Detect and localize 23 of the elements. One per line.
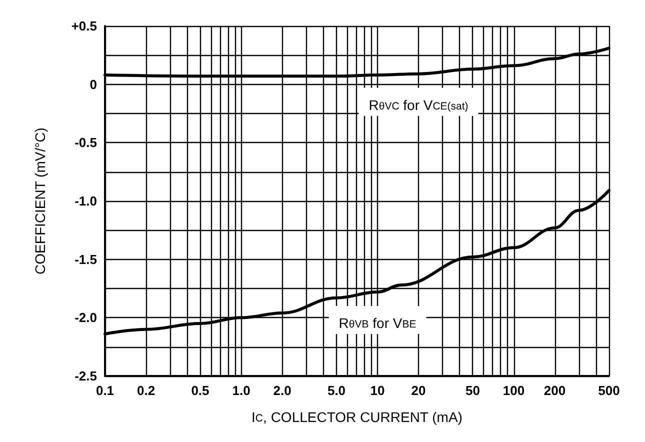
- x-tick-label: 50: [466, 383, 480, 398]
- x-tick-label: 0.1: [96, 383, 114, 398]
- x-tick-label: 20: [411, 383, 426, 398]
- y-tick-label: -1.5: [74, 252, 97, 267]
- y-tick-label: -2.5: [74, 368, 97, 384]
- x-tick-label: 200: [544, 383, 566, 398]
- y-tick-label: -2.0: [74, 310, 97, 326]
- y-tick-label: -1.0: [74, 194, 97, 208]
- y-tick-label: 0: [90, 76, 97, 92]
- annotation: RθVB for VBE: [338, 315, 416, 331]
- x-tick-label: 1.0: [232, 383, 250, 398]
- y-tick-label: -0.5: [74, 135, 97, 150]
- x-tick-label: 500: [598, 383, 620, 398]
- y-axis-title: COEFFICIENT (mV/°C): [32, 128, 48, 274]
- x-tick-label: 100: [502, 383, 525, 398]
- x-tick-label: 0.5: [191, 383, 210, 398]
- annotation: RθVC for VCE(sat): [368, 96, 468, 113]
- x-tick-label: 10: [370, 383, 385, 398]
- x-tick-label: 0.2: [136, 383, 156, 398]
- x-tick-label: 5.0: [327, 383, 346, 398]
- x-tick-label: 2.0: [273, 383, 292, 398]
- x-axis-title: IC, COLLECTOR CURRENT (mA): [251, 409, 462, 425]
- y-tick-label: +0.5: [71, 18, 97, 34]
